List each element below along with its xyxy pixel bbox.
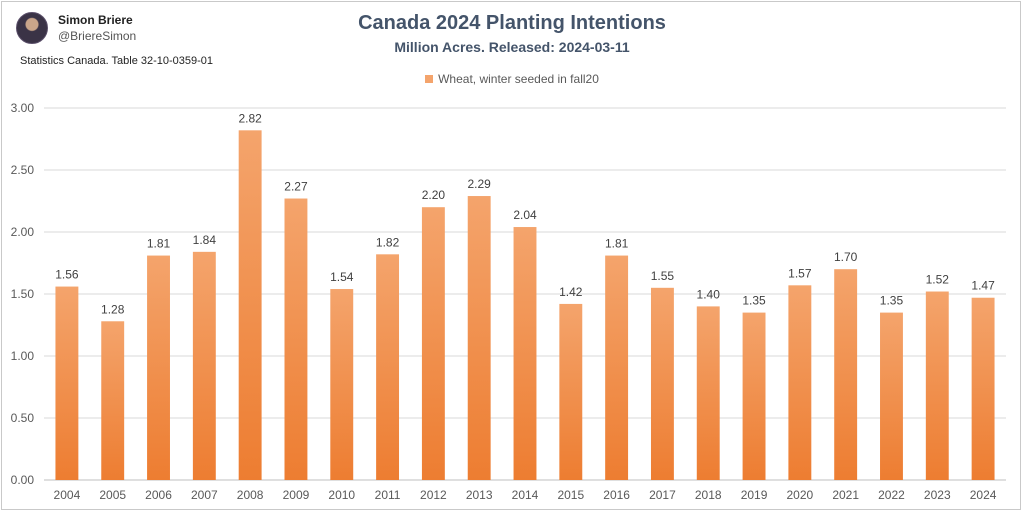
data-label-2015: 1.42 — [559, 285, 583, 299]
data-label-2011: 1.82 — [376, 235, 400, 249]
bar-2020 — [788, 285, 812, 480]
x-tick-label-2009: 2009 — [283, 488, 310, 502]
avatar — [16, 12, 48, 44]
y-tick-label: 0.00 — [11, 473, 35, 487]
data-label-2020: 1.57 — [788, 266, 812, 280]
data-label-2007: 1.84 — [193, 233, 217, 247]
x-tick-label-2013: 2013 — [466, 488, 493, 502]
legend-label: Wheat, winter seeded in fall20 — [438, 72, 599, 86]
data-label-2014: 2.04 — [513, 208, 537, 222]
bar-2007 — [192, 251, 216, 480]
x-tick-label-2019: 2019 — [741, 488, 768, 502]
bar-2004 — [55, 286, 79, 480]
chart-subtitle: Million Acres. Released: 2024-03-11 — [394, 39, 630, 55]
bar-2008 — [238, 130, 262, 480]
bar-2024 — [971, 297, 995, 480]
data-label-2024: 1.47 — [971, 279, 995, 293]
data-label-2022: 1.35 — [880, 294, 904, 308]
data-label-2013: 2.29 — [468, 177, 492, 191]
data-label-2016: 1.81 — [605, 237, 629, 251]
y-tick-label: 3.00 — [11, 101, 35, 115]
data-label-2023: 1.52 — [926, 273, 950, 287]
bar-2015 — [559, 303, 583, 480]
x-tick-label-2016: 2016 — [603, 488, 630, 502]
data-label-2021: 1.70 — [834, 250, 858, 264]
bar-2022 — [880, 312, 903, 480]
chart-title: Canada 2024 Planting Intentions — [358, 12, 666, 34]
data-label-2005: 1.28 — [101, 302, 125, 316]
legend: Wheat, winter seeded in fall20 — [0, 72, 1024, 86]
x-tick-label-2012: 2012 — [420, 488, 447, 502]
x-tick-label-2008: 2008 — [237, 488, 264, 502]
y-tick-label: 2.00 — [11, 225, 35, 239]
x-tick-label-2011: 2011 — [375, 488, 401, 502]
data-label-2012: 2.20 — [422, 188, 446, 202]
y-tick-label: 0.50 — [11, 411, 35, 425]
x-tick-label-2024: 2024 — [970, 488, 997, 502]
bar-2014 — [513, 227, 537, 480]
bar-2023 — [925, 291, 949, 480]
x-tick-label-2007: 2007 — [191, 488, 218, 502]
source-note: Statistics Canada. Table 32-10-0359-01 — [20, 55, 214, 67]
bar-2018 — [696, 306, 720, 480]
bar-2013 — [467, 196, 491, 481]
x-tick-label-2021: 2021 — [832, 488, 859, 502]
x-tick-label-2010: 2010 — [328, 488, 355, 502]
x-tick-label-2017: 2017 — [649, 488, 676, 502]
bar-2021 — [834, 269, 858, 480]
bar-2010 — [330, 289, 354, 480]
x-tick-label-2015: 2015 — [557, 488, 584, 502]
data-label-2019: 1.35 — [742, 294, 766, 308]
x-tick-label-2014: 2014 — [512, 488, 539, 502]
x-tick-label-2005: 2005 — [99, 488, 126, 502]
x-tick-label-2020: 2020 — [787, 488, 814, 502]
data-label-2006: 1.81 — [147, 237, 171, 251]
y-tick-label: 2.50 — [11, 163, 35, 177]
y-tick-label: 1.50 — [11, 287, 35, 301]
data-label-2004: 1.56 — [55, 268, 79, 282]
x-tick-label-2006: 2006 — [145, 488, 172, 502]
bar-2005 — [101, 321, 125, 480]
bar-2006 — [147, 255, 170, 480]
bar-2016 — [605, 255, 629, 480]
y-tick-label: 1.00 — [11, 349, 35, 363]
author-handle: @BriereSimon — [58, 29, 137, 43]
data-label-2010: 1.54 — [330, 270, 354, 284]
x-tick-label-2022: 2022 — [878, 488, 905, 502]
data-label-2009: 2.27 — [284, 180, 308, 194]
legend-swatch — [425, 75, 434, 83]
x-tick-label-2018: 2018 — [695, 488, 722, 502]
data-label-2008: 2.82 — [238, 111, 262, 125]
x-tick-label-2023: 2023 — [924, 488, 951, 502]
bar-2019 — [742, 312, 766, 480]
data-label-2017: 1.55 — [651, 269, 675, 283]
bar-2011 — [376, 254, 400, 480]
data-label-2018: 1.40 — [697, 287, 721, 301]
bar-2009 — [284, 198, 308, 480]
bar-2017 — [650, 287, 674, 480]
bar-2012 — [421, 207, 445, 480]
author-name: Simon Briere — [58, 13, 133, 27]
author-block: Simon Briere @BriereSimon — [16, 12, 136, 44]
x-tick-label-2004: 2004 — [54, 488, 81, 502]
